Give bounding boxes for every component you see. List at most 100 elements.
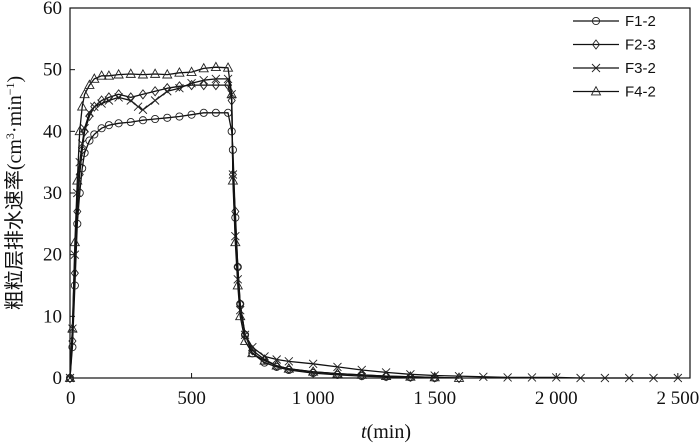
data-point: [308, 359, 318, 369]
x-tick-label: 500: [177, 388, 206, 409]
data-point: [78, 144, 87, 156]
x-axis-ticks: 0 500 1 000 1 500 2 000 2 500: [66, 373, 699, 409]
series-line: [69, 66, 460, 379]
y-tick-label: 0: [53, 368, 63, 389]
y-axis-title-sup2: −1: [3, 83, 17, 96]
x-axis-variable: t: [361, 421, 367, 443]
y-axis-ticks: 0 10 20 30 40 50 60: [43, 0, 75, 389]
data-point: [75, 157, 85, 167]
data-point: [227, 174, 239, 185]
data-point: [600, 373, 610, 383]
legend-item-F4-2: F4-2: [573, 84, 656, 101]
data-point: [133, 102, 143, 111]
legend-label: F1-2: [625, 13, 656, 30]
x-tick-label: 2 000: [535, 388, 578, 409]
data-point: [68, 335, 77, 347]
data-point: [226, 88, 237, 99]
x-axis-title: t(min): [361, 421, 411, 443]
data-point: [79, 88, 90, 99]
data-point: [104, 92, 113, 103]
series-line: [69, 112, 435, 379]
data-point: [223, 74, 233, 84]
data-point: [96, 70, 107, 80]
data-point: [231, 206, 240, 217]
data-point: [380, 370, 392, 380]
data-point: [151, 114, 160, 124]
data-point: [163, 82, 172, 94]
x-axis-unit: (min): [367, 421, 411, 443]
y-tick-label: 10: [43, 306, 62, 327]
data-point: [284, 357, 294, 366]
data-point: [503, 373, 512, 382]
data-point: [453, 372, 465, 382]
data-point: [406, 371, 415, 382]
data-point: [333, 368, 342, 379]
data-point: [97, 95, 106, 106]
data-point: [75, 188, 84, 198]
data-point: [174, 67, 185, 77]
data-point: [69, 236, 81, 247]
data-point: [199, 75, 209, 85]
data-point: [67, 322, 78, 333]
y-tick-label: 60: [43, 0, 62, 19]
legend-item-F1-2: F1-2: [573, 13, 656, 30]
series-line: [69, 78, 678, 379]
y-tick-label: 50: [43, 60, 62, 81]
data-point: [333, 362, 342, 372]
data-point: [104, 121, 113, 130]
data-point: [576, 373, 585, 383]
data-point: [624, 373, 634, 383]
data-point: [72, 174, 83, 185]
legend-label: F4-2: [625, 84, 656, 101]
data-point: [138, 89, 148, 100]
data-point: [74, 125, 85, 136]
series-F2-3: [65, 79, 464, 384]
y-axis-title-sup1: 3: [3, 133, 17, 139]
legend-marker: [591, 39, 601, 50]
data-point: [309, 366, 318, 378]
data-point: [429, 371, 440, 382]
data-point: [126, 118, 135, 127]
data-point: [85, 110, 94, 122]
data-point: [138, 116, 147, 125]
y-axis-title-end: ): [4, 76, 26, 83]
data-point: [307, 366, 319, 376]
data-point: [150, 96, 160, 105]
legend-marker: [590, 85, 602, 96]
data-point: [232, 279, 244, 290]
data-point: [284, 363, 293, 374]
x-tick-label: 1 000: [292, 388, 335, 409]
data-point: [126, 96, 136, 105]
y-axis-title: 粗粒层排水速率(cm3·min−1): [3, 76, 26, 310]
data-point: [239, 335, 251, 345]
legend-item-F3-2: F3-2: [573, 60, 656, 77]
y-axis-title-main: 粗粒层排水速率(cm: [3, 139, 26, 311]
data-point: [175, 83, 184, 93]
data-point: [211, 108, 220, 117]
series-F4-2: [64, 61, 465, 382]
data-point: [175, 112, 184, 121]
data-point: [84, 79, 95, 89]
data-point: [64, 372, 76, 382]
data-point: [163, 113, 172, 122]
data-point: [356, 369, 368, 379]
data-point: [357, 369, 366, 381]
data-point: [187, 78, 196, 88]
data-point: [199, 79, 208, 91]
data-point: [90, 130, 99, 139]
data-point: [649, 373, 658, 383]
data-point: [126, 92, 135, 103]
data-point: [198, 62, 209, 73]
series-F1-2: [65, 108, 439, 383]
data-point: [113, 68, 124, 79]
data-point: [104, 96, 114, 105]
data-point: [210, 61, 222, 72]
data-point: [271, 359, 282, 370]
data-point: [247, 347, 258, 358]
data-point: [199, 108, 208, 117]
data-point: [175, 81, 184, 92]
data-point: [234, 310, 246, 321]
data-point: [187, 110, 196, 119]
data-point: [222, 62, 234, 72]
legend-item-F2-3: F2-3: [573, 37, 656, 54]
